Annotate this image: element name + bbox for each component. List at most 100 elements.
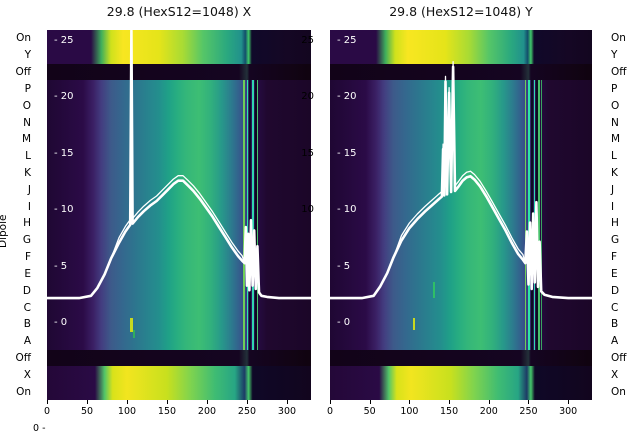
- x-tick-label: 50: [363, 406, 376, 417]
- heatmap-vline: [538, 80, 540, 350]
- x-tick-label: 300: [559, 406, 578, 417]
- row-label-left: X: [23, 368, 31, 381]
- row-label-left: G: [22, 234, 31, 247]
- x-tick-mark: [287, 400, 288, 404]
- heatmap-vline: [528, 80, 530, 350]
- row-label-left: C: [23, 301, 31, 314]
- row-label-left: M: [21, 133, 31, 146]
- x-tick-mark: [409, 400, 411, 404]
- x-tick-label: 100: [400, 406, 419, 417]
- x-tick-mark: [449, 400, 451, 404]
- row-label-right: F: [611, 251, 618, 264]
- x-tick-mark: [330, 400, 331, 404]
- x-tick-label: 150: [157, 406, 177, 417]
- x-tick-mark: [167, 400, 168, 404]
- heatmap-off-gap: [330, 349, 592, 367]
- inner-tick-label: - 25: [54, 35, 74, 46]
- heatmap-vline: [541, 80, 543, 350]
- profile-curve-path: [47, 30, 311, 299]
- row-label-left: I: [27, 200, 31, 213]
- heatmap-x: - 25 - 20 - 15 - 10 - 5 - 0: [47, 30, 311, 400]
- x-tick-label: 0: [326, 406, 334, 417]
- row-label-right: H: [611, 217, 619, 230]
- heatmap-off-gap: [47, 349, 311, 367]
- gap-tick-label: 25: [301, 35, 314, 46]
- profile-curve: [47, 30, 311, 300]
- row-label-left: J: [27, 183, 31, 196]
- row-label-left: P: [24, 82, 31, 95]
- x-tick-mark: [528, 400, 530, 404]
- row-label-right: Off: [611, 66, 627, 79]
- x-tick-label: 200: [479, 406, 498, 417]
- heatmap-body: [330, 80, 592, 350]
- inner-tick-label: - 25: [337, 35, 357, 46]
- row-label-left: N: [23, 116, 31, 129]
- x-tick-label: 150: [440, 406, 459, 417]
- row-label-left: Off: [15, 351, 32, 364]
- heatmap-vline: [530, 80, 533, 350]
- heatmap-mark: [433, 282, 436, 298]
- inner-tick-label: - 0: [337, 317, 351, 328]
- heatmap-mark: [412, 318, 416, 330]
- row-label-right: K: [611, 166, 618, 179]
- inner-tick-label: - 15: [54, 147, 74, 159]
- heatmap-vline: [246, 80, 249, 350]
- heatmap-off-gap: [330, 63, 592, 81]
- heatmap-y: - 25 - 20 - 15 - 10 - 5 - 0: [330, 30, 592, 400]
- row-label-left: E: [24, 267, 31, 280]
- row-label-left: K: [24, 166, 31, 179]
- heatmap-top-band: [330, 30, 592, 64]
- x-tick-label: 250: [519, 406, 538, 417]
- x-tick-label: 50: [80, 406, 94, 417]
- heatmap-bottom-band: [47, 366, 311, 400]
- x-tick-mark: [488, 400, 490, 404]
- x-tick-mark: [207, 400, 208, 404]
- heatmap-vline: [524, 80, 527, 350]
- row-label-right: C: [611, 301, 619, 314]
- x-tick-mark: [369, 400, 371, 404]
- x-tick-label: 0: [43, 406, 51, 417]
- heatmap-off-gap: [47, 63, 311, 81]
- heatmap-vline: [533, 80, 536, 350]
- heatmap-vline: [243, 80, 245, 350]
- row-label-left: A: [23, 335, 31, 348]
- row-label-left: On: [16, 385, 31, 398]
- profile-curve-path: [47, 30, 311, 300]
- heatmap-body: [47, 80, 311, 350]
- row-label-left: D: [22, 284, 31, 297]
- plot-title-x: 29.8 (HexS12=1048) X: [106, 4, 252, 19]
- profile-curve-path: [330, 65, 592, 300]
- heatmap-vline: [252, 80, 254, 350]
- gap-tick-label: 15: [301, 147, 314, 159]
- row-label-right: X: [611, 368, 619, 381]
- inner-tick-label: - 5: [54, 260, 68, 272]
- row-label-right: B: [611, 318, 619, 331]
- row-label-left: O: [22, 99, 31, 112]
- row-label-left: Off: [15, 66, 32, 79]
- row-label-right: J: [611, 183, 615, 196]
- x-tick-label: 300: [277, 406, 297, 417]
- profile-curve: [330, 61, 592, 300]
- heatmap-bottom-band: [330, 366, 592, 400]
- row-label-left: L: [25, 150, 31, 163]
- row-label-right: N: [611, 116, 619, 129]
- row-label-right: O: [611, 99, 620, 112]
- gap-tick-label: 10: [301, 204, 314, 216]
- row-label-right: On: [611, 385, 626, 398]
- x-tick-label: 100: [117, 406, 137, 417]
- gap-tick-label: 20: [301, 91, 314, 103]
- row-label-right: E: [611, 267, 618, 280]
- row-label-left: F: [24, 251, 31, 264]
- profile-curve-path: [330, 61, 592, 299]
- x-tick-mark: [247, 400, 248, 404]
- heatmap-vline: [249, 80, 252, 350]
- row-label-left: H: [23, 217, 31, 230]
- heatmap-vline: [254, 80, 257, 350]
- plot-title-y: 29.8 (HexS12=1048) Y: [389, 4, 533, 19]
- row-label-left: On: [16, 32, 31, 45]
- row-label-right: On: [611, 32, 626, 45]
- inner-tick-label: - 10: [337, 204, 357, 216]
- row-label-right: Off: [611, 351, 627, 364]
- inner-tick-label: - 0: [54, 317, 68, 328]
